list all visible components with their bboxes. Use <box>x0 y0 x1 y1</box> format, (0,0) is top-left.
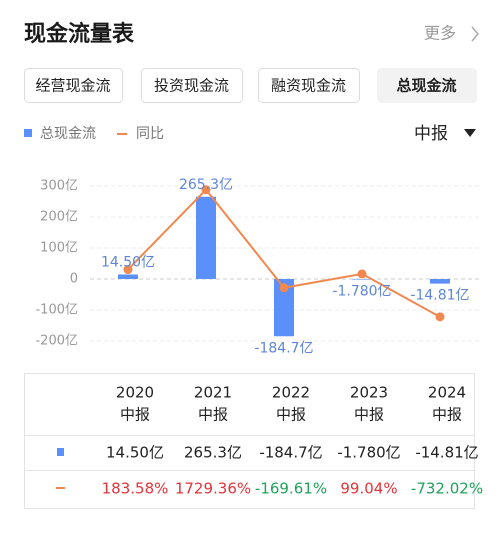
bar <box>274 279 294 337</box>
table-value: 265.3亿 <box>184 444 242 462</box>
line-point <box>201 185 211 195</box>
table-period: 中报 <box>432 406 462 424</box>
value-label: -1.780亿 <box>332 284 391 300</box>
y-tick-label: -200亿 <box>35 334 78 349</box>
value-label: -14.81亿 <box>410 288 469 304</box>
legend-label: 同比 <box>136 126 164 142</box>
table-year: 2021 <box>194 384 232 402</box>
y-tick-label: 300亿 <box>40 179 78 194</box>
y-tick-label: -100亿 <box>35 303 78 318</box>
bar <box>352 279 372 280</box>
table-value: 14.50亿 <box>106 444 164 462</box>
tab[interactable] <box>24 68 123 103</box>
line-point <box>435 312 445 322</box>
table-growth: -732.02% <box>411 480 483 498</box>
table-value: -14.81亿 <box>415 444 478 462</box>
value-label: 265.3亿 <box>179 177 233 193</box>
table-year: 2022 <box>272 384 310 402</box>
tab-label[interactable]: 经营现金流 <box>35 77 110 95</box>
tab[interactable] <box>141 68 243 103</box>
tab-label[interactable]: 融资现金流 <box>271 77 346 95</box>
value-label: 14.50亿 <box>101 255 155 271</box>
table-growth: 99.04% <box>340 480 397 498</box>
table-growth: 183.58% <box>102 480 169 498</box>
line-point <box>279 283 289 293</box>
legend-swatch <box>24 129 32 137</box>
table-period: 中报 <box>120 406 150 424</box>
value-label: -184.7亿 <box>254 340 313 356</box>
line-point <box>357 269 367 279</box>
y-tick-label: 0 <box>70 272 78 287</box>
dropdown-arrow[interactable] <box>464 129 476 137</box>
table-value: -1.780亿 <box>337 444 400 462</box>
page-title: 现金流量表 <box>24 21 135 47</box>
tab-label[interactable]: 总现金流 <box>396 77 456 95</box>
tab-label[interactable]: 投资现金流 <box>154 77 229 95</box>
y-tick-label: 200亿 <box>40 210 78 225</box>
tab[interactable] <box>258 68 360 103</box>
table-growth: 1729.36% <box>175 480 251 498</box>
table-period: 中报 <box>276 406 306 424</box>
row-icon <box>57 448 64 456</box>
table-year: 2024 <box>428 384 466 402</box>
table-period: 中报 <box>354 406 384 424</box>
period-dropdown[interactable]: 中报 <box>414 124 448 144</box>
legend-label: 总现金流 <box>40 126 96 142</box>
bar <box>118 274 138 279</box>
table-value: -184.7亿 <box>259 444 322 462</box>
table-year: 2020 <box>116 384 154 402</box>
table-period: 中报 <box>198 406 228 424</box>
bar <box>196 196 216 279</box>
table-year: 2023 <box>350 384 388 402</box>
more-link[interactable]: 更多 <box>424 24 456 43</box>
table-frame <box>24 373 475 509</box>
table-growth: -169.61% <box>255 480 327 498</box>
tab[interactable] <box>377 68 477 103</box>
bar <box>430 279 450 284</box>
y-tick-label: 100亿 <box>40 241 78 256</box>
line-point <box>123 265 133 275</box>
chevron-icon[interactable] <box>471 26 479 42</box>
